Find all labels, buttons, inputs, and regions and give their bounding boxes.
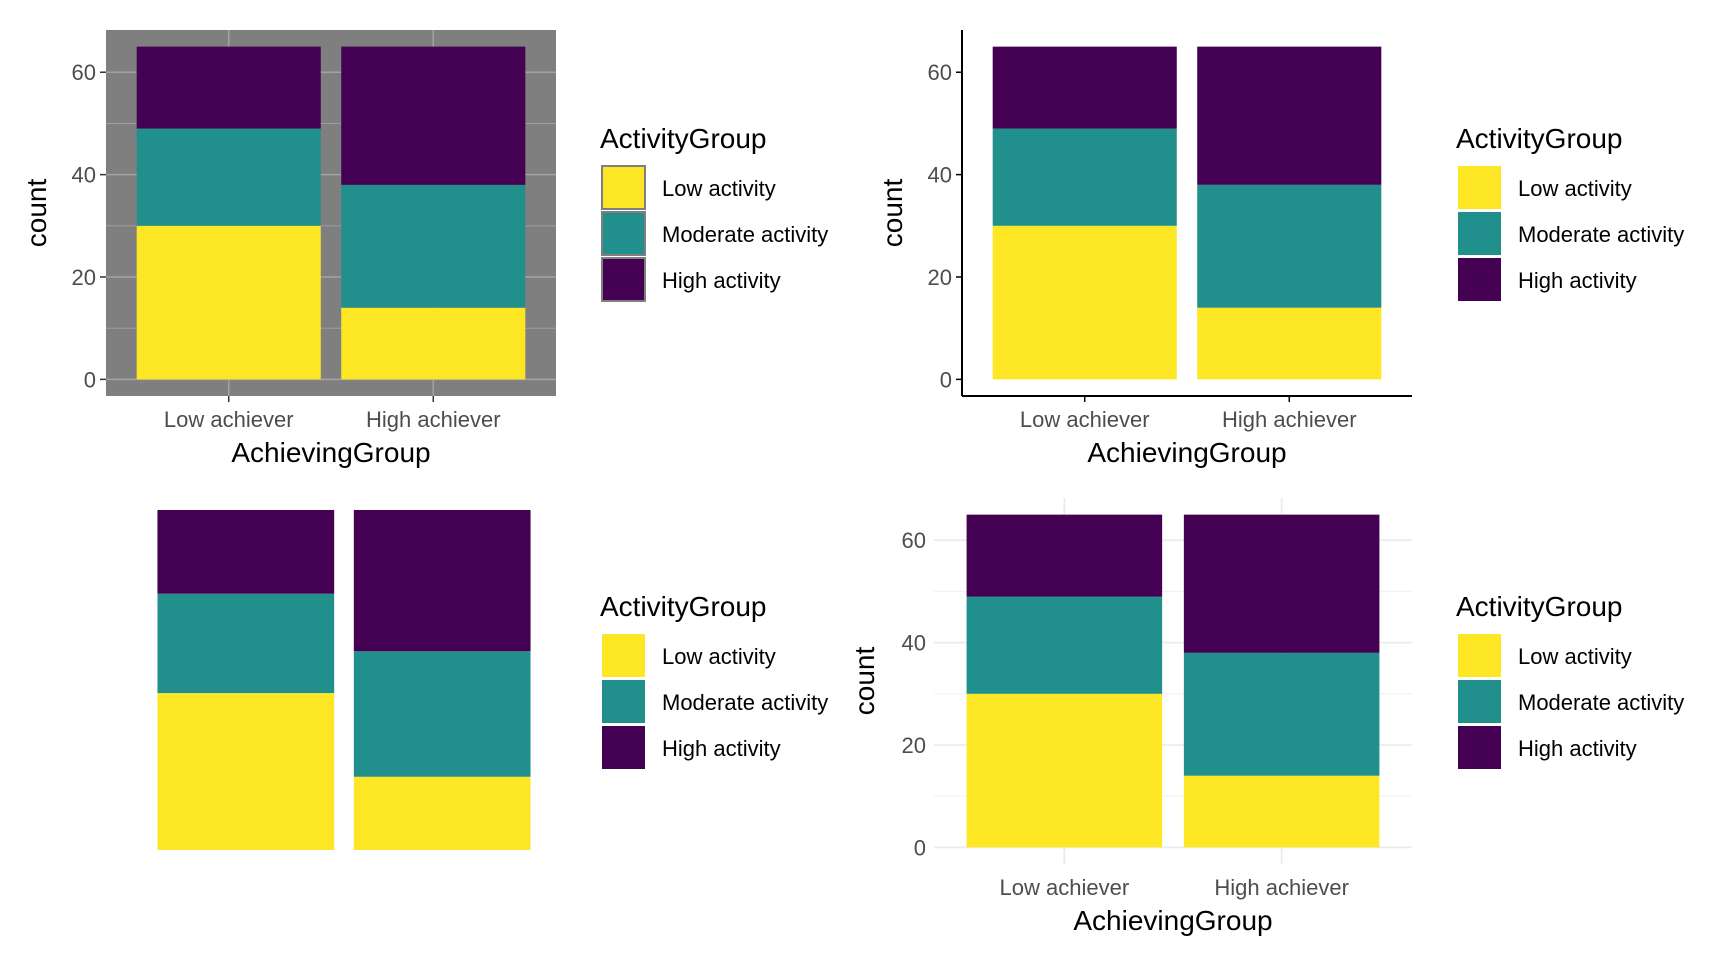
bar-moderate-activity-2 (1183, 652, 1380, 776)
legend-label: Low activity (662, 176, 776, 201)
legend: ActivityGroup Low activity Moderate activi… (600, 123, 828, 302)
bar-moderate-activity-1 (136, 128, 321, 226)
bar-low-activity-1 (966, 693, 1163, 848)
bar-high-activity-1 (157, 510, 335, 594)
y-tick-label: 40 (928, 163, 952, 188)
chart-3: ActivityGroup Low activity Moderate activi… (157, 510, 828, 850)
legend-label: Moderate activity (1518, 222, 1684, 247)
legend-key-moderate-activity (1458, 212, 1501, 255)
bar-low-activity-1 (992, 225, 1177, 380)
y-tick-label: 60 (72, 60, 96, 85)
legend-label: Low activity (1518, 644, 1632, 669)
bar-low-activity-2 (1197, 307, 1382, 380)
bar-low-activity-1 (136, 225, 321, 380)
legend-key-high-activity (1458, 258, 1501, 301)
legend: ActivityGroup Low activity Moderate activi… (1456, 591, 1684, 769)
y-axis-title: count (849, 647, 880, 716)
legend-title: ActivityGroup (1456, 123, 1623, 154)
bar-low-activity-1 (157, 693, 335, 850)
bar-moderate-activity-2 (1197, 184, 1382, 308)
chart-4: 0 20 40 60 Low achiever High achiever Achievin… (849, 498, 1684, 936)
legend-label: Low activity (1518, 176, 1632, 201)
x-tick-label: High achiever (1214, 875, 1349, 900)
legend-title: ActivityGroup (600, 591, 767, 622)
y-tick-label: 20 (902, 733, 926, 758)
bar-high-activity-1 (136, 46, 321, 129)
legend-key-moderate-activity (602, 680, 645, 723)
x-tick-label: Low achiever (1000, 875, 1130, 900)
x-tick-label: Low achiever (1020, 407, 1150, 432)
x-axis-title: AchievingGroup (1073, 905, 1272, 936)
legend-title: ActivityGroup (1456, 591, 1623, 622)
chart-1: 0 20 40 60 Low achiever High achiever Achievin… (21, 30, 828, 468)
legend-key-low-activity (602, 634, 645, 677)
legend: ActivityGroup Low activity Moderate activi… (1456, 123, 1684, 301)
legend-label: High activity (662, 268, 781, 293)
legend-label: High activity (1518, 736, 1637, 761)
bar-low-activity-2 (353, 776, 531, 850)
x-axis-title: AchievingGroup (231, 437, 430, 468)
bar-high-activity-2 (353, 510, 531, 652)
legend-label: Moderate activity (662, 690, 828, 715)
y-tick-label: 40 (902, 631, 926, 656)
y-axis-title: count (877, 179, 908, 248)
x-tick-label: High achiever (366, 407, 501, 432)
legend-label: High activity (1518, 268, 1637, 293)
y-tick-label: 40 (72, 163, 96, 188)
bar-moderate-activity-1 (992, 128, 1177, 226)
x-tick-label: High achiever (1222, 407, 1357, 432)
bar-high-activity-2 (1183, 514, 1380, 653)
bar-moderate-activity-1 (157, 593, 335, 694)
y-tick-label: 0 (84, 367, 96, 392)
legend-key-low-activity (601, 165, 646, 210)
y-axis-title: count (21, 179, 52, 248)
y-tick-label: 20 (72, 265, 96, 290)
bar-moderate-activity-1 (966, 596, 1163, 694)
bar-high-activity-2 (341, 46, 526, 185)
legend-label: Moderate activity (1518, 690, 1684, 715)
legend-key-moderate-activity (1458, 680, 1501, 723)
legend: ActivityGroup Low activity Moderate activi… (600, 591, 828, 769)
bar-high-activity-2 (1197, 46, 1382, 185)
legend-key-low-activity (1458, 166, 1501, 209)
y-tick-label: 20 (928, 265, 952, 290)
bar-high-activity-1 (992, 46, 1177, 129)
bar-high-activity-1 (966, 514, 1163, 597)
legend-label: Low activity (662, 644, 776, 669)
y-tick-label: 60 (928, 60, 952, 85)
legend-title: ActivityGroup (600, 123, 767, 154)
bar-low-activity-2 (1183, 775, 1380, 848)
legend-key-low-activity (1458, 634, 1501, 677)
y-tick-label: 0 (940, 367, 952, 392)
y-tick-label: 60 (902, 528, 926, 553)
bar-low-activity-2 (341, 307, 526, 380)
bar-moderate-activity-2 (341, 184, 526, 308)
x-axis-title: AchievingGroup (1087, 437, 1286, 468)
x-tick-label: Low achiever (164, 407, 294, 432)
legend-key-high-activity (601, 257, 646, 302)
y-tick-label: 0 (914, 835, 926, 860)
legend-key-high-activity (602, 726, 645, 769)
legend-label: High activity (662, 736, 781, 761)
chart-2: 0 20 40 60 Low achiever High achiever Achievin… (877, 30, 1684, 468)
legend-key-high-activity (1458, 726, 1501, 769)
bar-moderate-activity-2 (353, 651, 531, 777)
legend-key-moderate-activity (601, 211, 646, 256)
legend-label: Moderate activity (662, 222, 828, 247)
